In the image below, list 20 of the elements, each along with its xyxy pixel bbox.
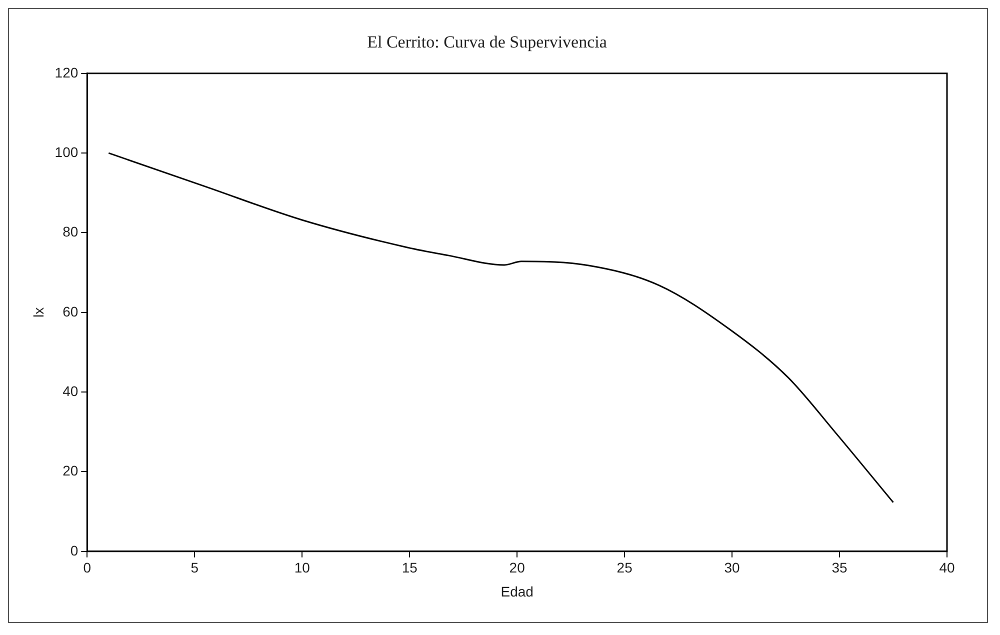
x-tick-label: 20: [509, 560, 526, 576]
y-axis-title: lx: [30, 307, 46, 318]
x-tick-label: 30: [724, 560, 740, 576]
x-tick-label: 5: [190, 560, 199, 576]
chart-title: El Cerrito: Curva de Supervivencia: [367, 32, 608, 52]
x-tick-label: 40: [939, 560, 955, 576]
y-tick-label: 100: [54, 144, 78, 160]
y-tick-label: 0: [70, 542, 78, 558]
x-axis-title: Edad: [500, 583, 534, 600]
x-tick-label: 25: [616, 560, 633, 576]
y-tick-label: 60: [62, 303, 78, 320]
y-tick-label: 40: [62, 382, 78, 399]
x-tick-label: 10: [294, 560, 310, 576]
y-tick-label: 80: [62, 224, 78, 240]
x-tick-label: 35: [832, 560, 848, 576]
y-tick-label: 120: [54, 64, 78, 80]
x-tick-label: 0: [83, 560, 92, 576]
y-tick-label: 20: [62, 462, 78, 479]
line-series: [108, 152, 894, 504]
x-tick-label: 15: [402, 560, 418, 576]
